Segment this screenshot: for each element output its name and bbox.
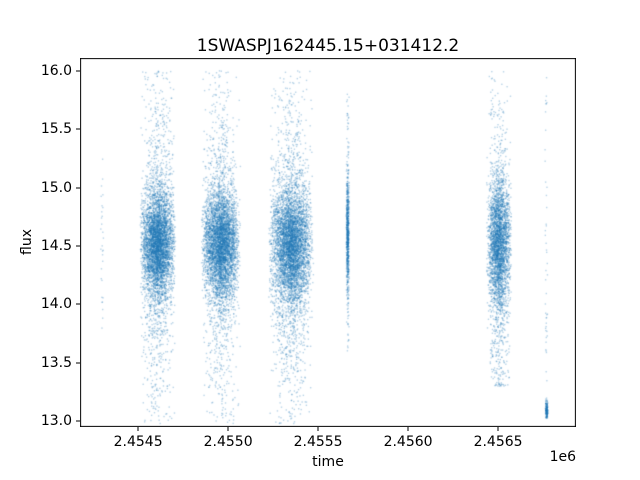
x-tick-mark — [137, 427, 139, 431]
x-tick-mark — [407, 427, 409, 431]
y-tick-label: 14.0 — [40, 296, 72, 313]
x-axis-offset-label: 1e6 — [549, 449, 576, 465]
y-tick-label: 16.0 — [40, 62, 72, 79]
y-tick-label: 14.5 — [40, 238, 72, 254]
y-tick-label: 13.5 — [40, 354, 72, 371]
y-axis-label: flux — [19, 229, 35, 255]
y-tick-label: 15.0 — [40, 179, 72, 196]
y-tick-mark — [76, 128, 80, 130]
x-tick-label: 2.4545 — [113, 434, 163, 450]
y-tick-mark — [76, 245, 80, 247]
y-tick-label: 13.0 — [40, 413, 72, 430]
x-tick-label: 2.4565 — [473, 434, 523, 450]
y-tick-mark — [76, 70, 80, 72]
x-axis-label: time — [312, 454, 344, 470]
plot-canvas — [80, 58, 576, 427]
y-tick-label: 15.5 — [40, 121, 72, 138]
x-tick-mark — [497, 427, 499, 431]
y-tick-mark — [76, 187, 80, 189]
x-tick-mark — [227, 427, 229, 431]
chart-title: 1SWASPJ162445.15+031412.2 — [196, 36, 460, 56]
x-tick-label: 2.4560 — [383, 434, 433, 450]
y-tick-mark — [76, 303, 80, 305]
y-tick-mark — [76, 362, 80, 364]
x-tick-mark — [317, 427, 319, 431]
x-tick-label: 2.4550 — [203, 434, 253, 450]
x-tick-label: 2.4555 — [293, 434, 343, 450]
y-tick-mark — [76, 420, 80, 422]
